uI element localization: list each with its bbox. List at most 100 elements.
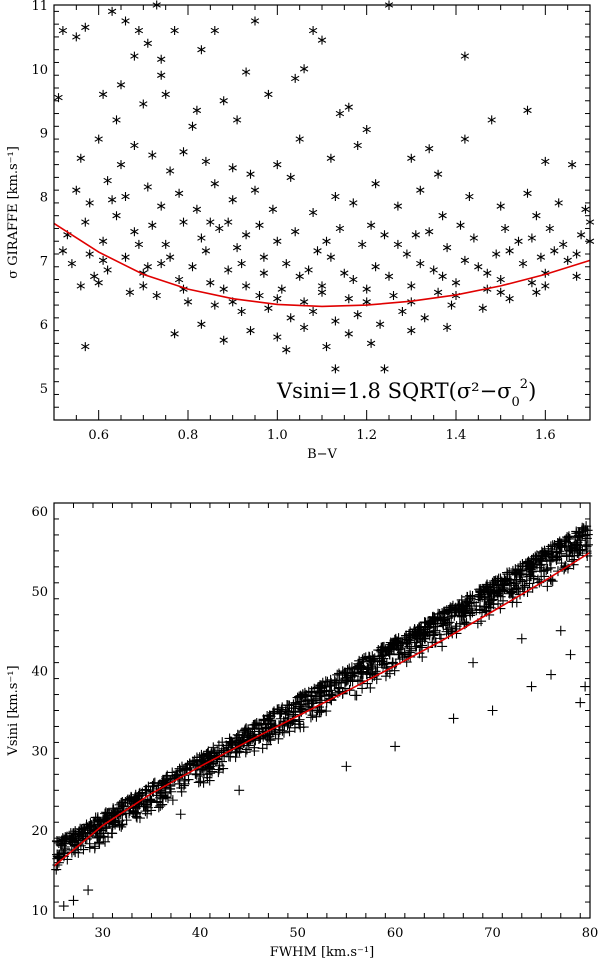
scatter-point (125, 287, 135, 297)
scatter-point (370, 666, 381, 677)
scatter-point (204, 764, 215, 775)
scatter-point (485, 581, 496, 592)
scatter-point (130, 141, 139, 150)
scatter-point (174, 275, 184, 284)
scatter-point (224, 217, 233, 227)
scatter-point (570, 538, 581, 549)
scatter-point (341, 761, 352, 772)
scatter-point (565, 649, 576, 660)
scatter-point (284, 700, 295, 711)
scatter-point (333, 682, 344, 693)
scatter-point (510, 567, 521, 578)
scatter-point (116, 821, 127, 832)
scatter-point (484, 602, 495, 613)
scatter-point (334, 669, 345, 680)
scatter-point (280, 709, 291, 720)
scatter-point (556, 548, 567, 559)
scatter-point (487, 705, 498, 716)
top-panel: 0.6 0.8 1.0 1.2 1.4 1.6 5 6 7 8 9 10 11 B−V σ GIRAFF… (6, 0, 595, 462)
scatter-point (174, 779, 185, 790)
scatter-point (241, 281, 251, 291)
scatter-point (326, 689, 337, 700)
scatter-point (58, 246, 68, 256)
scatter-point (356, 667, 367, 678)
scatter-point (161, 239, 170, 249)
scatter-point (527, 233, 537, 243)
scatter-point (438, 211, 447, 221)
scatter-point (514, 236, 523, 246)
scatter-point (143, 38, 152, 48)
bottom-y-axis-label: Vsini [km.s⁻¹] (6, 665, 21, 756)
scatter-point (561, 534, 572, 545)
scatter-point (206, 278, 215, 288)
scatter-point (523, 188, 532, 198)
scatter-point (517, 582, 528, 593)
scatter-point (224, 733, 235, 744)
scatter-point (525, 570, 536, 581)
scatter-point (83, 885, 94, 896)
bottom-ticks: 30 40 50 60 70 80 10 20 30 40 50 60 (31, 502, 598, 941)
scatter-point (305, 712, 316, 723)
scatter-point (354, 660, 365, 671)
scatter-point (440, 619, 451, 630)
scatter-point (570, 531, 581, 542)
scatter-point (98, 89, 108, 99)
scatter-point (564, 551, 575, 562)
scatter-point (357, 654, 368, 665)
scatter-point (483, 587, 494, 598)
scatter-point (526, 681, 537, 692)
x-tick-label: 0.6 (88, 428, 109, 443)
scatter-point (195, 776, 206, 787)
scatter-point (68, 895, 79, 906)
scatter-point (447, 300, 456, 310)
scatter-point (313, 246, 322, 256)
scatter-point (433, 287, 443, 297)
scatter-point (536, 556, 547, 567)
scatter-point (299, 64, 309, 74)
scatter-point (340, 667, 351, 678)
scatter-point (460, 605, 471, 616)
top-plot-frame (53, 4, 591, 421)
scatter-point (578, 523, 589, 534)
scatter-point (134, 813, 145, 824)
scatter-point (316, 690, 327, 701)
scatter-point (219, 284, 228, 294)
scatter-point (331, 364, 340, 374)
scatter-point (116, 160, 126, 170)
scatter-point (299, 322, 309, 332)
scatter-point (58, 834, 69, 845)
scatter-point (394, 649, 405, 660)
annotation-end: ) (528, 379, 536, 403)
scatter-point (366, 338, 376, 348)
scatter-point (204, 775, 215, 786)
scatter-point (545, 224, 554, 233)
top-scatter-points (54, 0, 595, 374)
scatter-point (293, 716, 304, 727)
scatter-point (57, 833, 68, 844)
scatter-point (420, 313, 429, 323)
scatter-point (389, 291, 398, 300)
scatter-point (197, 319, 206, 329)
scatter-point (230, 752, 241, 763)
scatter-point (485, 602, 496, 613)
scatter-point (130, 51, 139, 61)
scatter-point (567, 160, 577, 170)
scatter-point (98, 236, 108, 246)
scatter-point (232, 243, 242, 253)
scatter-point (197, 233, 206, 243)
scatter-point (322, 342, 331, 352)
scatter-point (198, 765, 209, 776)
scatter-point (76, 281, 85, 291)
x-tick-label: 1.6 (535, 428, 556, 443)
scatter-point (380, 671, 391, 682)
scatter-point (103, 176, 112, 186)
scatter-point (565, 541, 576, 552)
scatter-point (369, 653, 380, 664)
scatter-point (344, 294, 353, 304)
scatter-point (312, 683, 323, 694)
scatter-point (165, 252, 175, 262)
scatter-point (51, 864, 62, 875)
annotation-main: Vsini=1.8 SQRT(σ²−σ (276, 379, 512, 403)
scatter-point (407, 281, 416, 291)
scatter-point (469, 597, 480, 608)
